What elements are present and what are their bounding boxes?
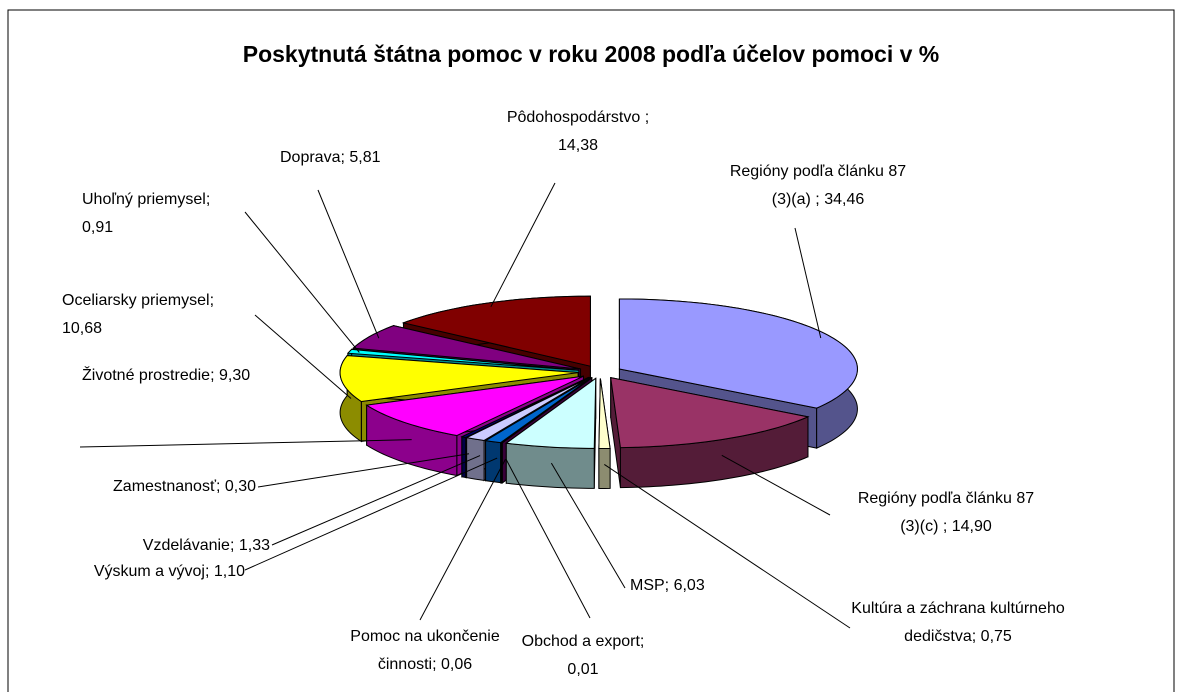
category-label: Výskum a vývoj; [93, 563, 210, 580]
pie-slice [504, 377, 597, 489]
value-label: 10,68 [62, 320, 103, 337]
value-label: 9,30 [218, 367, 251, 384]
slice-wall [505, 442, 595, 489]
leader-line [419, 458, 506, 621]
slice-top [346, 348, 579, 371]
category-label: Regióny podľa článku 87 (3)(c) ; [857, 490, 1035, 535]
category-label: Obchod a export; [521, 633, 645, 650]
data-label: Životné prostredie; 9,30 [82, 362, 252, 390]
slice-top [618, 298, 858, 409]
category-label: Zamestnanosť; [113, 478, 221, 495]
value-label: 0,91 [82, 219, 114, 236]
slice-wall [466, 437, 485, 482]
leader-line [317, 189, 380, 339]
slice-top [504, 377, 597, 449]
category-label: Kultúra a záchrana kultúrneho dedičstva; [851, 600, 1065, 645]
value-label: 0,01 [567, 661, 599, 678]
leader-line [721, 454, 831, 516]
leader-line [794, 227, 822, 339]
data-label: Doprava; 5,81 [280, 144, 381, 172]
category-label: Životné prostredie; [82, 367, 215, 384]
data-label: Kultúra a záchrana kultúrneho dedičstva;… [847, 595, 1069, 651]
slice-top [598, 378, 611, 449]
slice-wall [598, 447, 611, 489]
value-label: 6,03 [673, 577, 705, 594]
leader-line [550, 462, 626, 589]
value-label: 0,30 [224, 478, 256, 495]
category-label: Doprava; [280, 149, 345, 166]
slice-top [500, 377, 593, 444]
leader-line [79, 439, 412, 448]
data-label: Regióny podľa článku 87 (3)(c) ; 14,90 [856, 485, 1036, 541]
slice-wall [461, 436, 467, 479]
slice-top [460, 377, 589, 438]
category-label: Oceliarsky priemysel; [62, 292, 215, 309]
leader-line [244, 457, 498, 571]
slice-top [339, 355, 579, 403]
pie-slice [610, 377, 810, 489]
category-label: Uhoľný priemysel; [82, 191, 211, 208]
leader-line [257, 453, 470, 488]
value-label: 5,81 [349, 149, 381, 166]
value-label: 14,38 [557, 137, 599, 154]
category-label: MSP; [630, 577, 670, 594]
leader-line [244, 211, 360, 353]
chart-frame [7, 9, 1175, 692]
leader-line [490, 182, 556, 308]
value-label: 34,46 [824, 191, 865, 208]
value-label: 0,75 [980, 628, 1012, 645]
data-label: Pôdohospodárstvo ; 14,38 [493, 104, 663, 160]
chart-title: Poskytnutá štátna pomoc v roku 2008 podľ… [243, 41, 940, 67]
data-label: Pomoc na ukončenie činnosti; 0,06 [343, 623, 508, 679]
data-label: Výskum a vývoj; 1,10 [94, 558, 245, 586]
leader-line [505, 458, 591, 619]
data-label: Regióny podľa článku 87 (3)(a) ; 34,46 [728, 158, 908, 214]
leader-line [604, 464, 851, 629]
leader-line [271, 455, 481, 546]
category-label: Pomoc na ukončenie činnosti; [350, 628, 500, 673]
data-label: MSP; 6,03 [630, 572, 705, 600]
data-label: Vzdelávanie; 1,33 [143, 532, 270, 560]
slice-top [465, 377, 590, 441]
value-label: 14,90 [951, 518, 992, 535]
slice-top [610, 377, 810, 449]
value-label: 1,33 [238, 537, 270, 554]
category-label: Pôdohospodárstvo ; [506, 109, 650, 126]
leader-line [254, 314, 352, 399]
data-label: Obchod a export; 0,01 [513, 628, 653, 684]
pie-slice [598, 378, 611, 489]
value-label: 0,06 [441, 656, 473, 673]
slice-top [401, 295, 591, 367]
slice-top [352, 325, 581, 370]
category-label: Regióny podľa článku 87 (3)(a) ; [729, 163, 907, 208]
slice-top [484, 377, 592, 444]
category-label: Vzdelávanie; [142, 537, 235, 554]
data-label: Uhoľný priemysel; 0,91 [82, 186, 242, 242]
slice-top [365, 375, 584, 437]
data-label: Oceliarsky priemysel; 10,68 [62, 287, 252, 343]
data-label: Zamestnanosť; 0,30 [113, 473, 256, 501]
value-label: 1,10 [213, 563, 245, 580]
